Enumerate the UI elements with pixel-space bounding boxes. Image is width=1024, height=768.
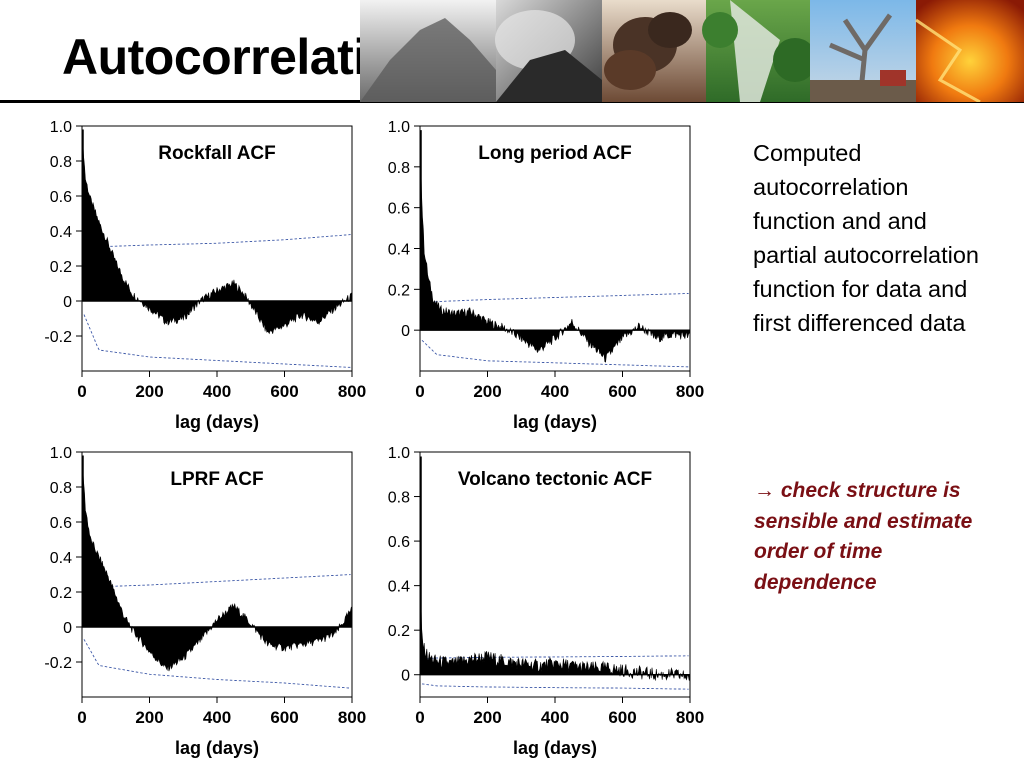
chart-title: Rockfall ACF bbox=[158, 143, 276, 164]
y-tick-label: 0.6 bbox=[388, 534, 410, 551]
y-tick-label: 0.8 bbox=[388, 160, 410, 177]
x-tick-label: 0 bbox=[415, 708, 424, 727]
y-tick-label: -0.2 bbox=[44, 655, 72, 672]
x-tick-label: 600 bbox=[270, 382, 298, 401]
dead-tree-photo bbox=[810, 0, 916, 102]
forest-ash-photo bbox=[702, 0, 817, 102]
chart-title: Volcano tectonic ACF bbox=[458, 469, 652, 490]
x-tick-label: 0 bbox=[77, 382, 86, 401]
confidence-lower-line bbox=[83, 314, 351, 368]
y-tick-label: 0 bbox=[63, 294, 72, 311]
y-tick-label: 0.8 bbox=[388, 490, 410, 507]
x-tick-label: 200 bbox=[135, 382, 163, 401]
x-tick-label: 800 bbox=[338, 382, 366, 401]
confidence-lower-line bbox=[421, 339, 689, 368]
confidence-lower-line bbox=[421, 683, 689, 690]
y-tick-label: 0.8 bbox=[50, 154, 72, 171]
y-tick-label: 0.4 bbox=[388, 242, 410, 259]
lprf-acf-chart: LPRF ACF 1.0 0.8 0.6 0.4 0.2 0 -0.2 0 200 400 600 80… bbox=[44, 445, 366, 758]
lava-photo bbox=[915, 0, 1024, 102]
y-tick-label: 1.0 bbox=[50, 445, 72, 462]
x-tick-label: 0 bbox=[415, 382, 424, 401]
y-tick-label: 0.4 bbox=[388, 579, 410, 596]
volcano-silhouette-photo bbox=[360, 0, 496, 102]
y-tick-label: 0.4 bbox=[50, 550, 72, 567]
chart-title: LPRF ACF bbox=[170, 469, 263, 490]
x-tick-label: 200 bbox=[135, 708, 163, 727]
plot-frame bbox=[81, 125, 353, 372]
y-tick-label: 0.2 bbox=[388, 623, 410, 640]
confidence-upper-line bbox=[421, 655, 689, 660]
y-tick-label: 0.4 bbox=[50, 224, 72, 241]
y-tick-label: -0.2 bbox=[44, 329, 72, 346]
y-tick-label: 0.6 bbox=[50, 515, 72, 532]
acf-series bbox=[419, 456, 691, 681]
arrow-icon: → bbox=[754, 479, 775, 502]
x-tick-label: 800 bbox=[676, 382, 704, 401]
x-tick-label: 600 bbox=[608, 382, 636, 401]
y-tick-label: 1.0 bbox=[50, 119, 72, 136]
y-tick-label: 0.8 bbox=[50, 480, 72, 497]
y-tick-label: 1.0 bbox=[388, 445, 410, 462]
confidence-upper-line bbox=[83, 574, 351, 589]
chart-title: Long period ACF bbox=[478, 143, 631, 164]
y-tick-label: 0 bbox=[63, 620, 72, 637]
rockfall-acf-chart: Rockfall ACF 1.0 0.8 0.6 0.4 0.2 0 -0.2 0 200 400 6… bbox=[44, 119, 366, 432]
description-text: Computed autocorrelation function and an… bbox=[753, 140, 979, 336]
long-period-acf-chart: Long period ACF 1.0 0.8 0.6 0.4 0.2 0 0 200 400 60… bbox=[388, 119, 704, 432]
plot-frame bbox=[81, 451, 353, 698]
plot-frame bbox=[419, 451, 691, 698]
x-tick-label: 400 bbox=[203, 382, 231, 401]
y-tick-label: 0.6 bbox=[50, 189, 72, 206]
ash-plume-photo bbox=[495, 0, 602, 102]
x-tick-label: 400 bbox=[541, 382, 569, 401]
acf-series bbox=[81, 455, 353, 672]
x-axis-label: lag (days) bbox=[513, 738, 597, 758]
y-tick-label: 0.6 bbox=[388, 201, 410, 218]
y-tick-label: 0.2 bbox=[50, 585, 72, 602]
x-tick-label: 0 bbox=[77, 708, 86, 727]
confidence-lower-line bbox=[83, 639, 351, 689]
x-tick-label: 400 bbox=[203, 708, 231, 727]
x-tick-label: 200 bbox=[473, 708, 501, 727]
acf-series bbox=[419, 130, 691, 363]
x-axis-label: lag (days) bbox=[175, 412, 259, 432]
x-tick-label: 600 bbox=[270, 708, 298, 727]
x-axis-label: lag (days) bbox=[513, 412, 597, 432]
x-tick-label: 800 bbox=[676, 708, 704, 727]
y-tick-label: 0.2 bbox=[50, 259, 72, 276]
x-tick-label: 800 bbox=[338, 708, 366, 727]
confidence-upper-line bbox=[83, 234, 351, 252]
y-tick-label: 0 bbox=[401, 668, 410, 685]
acf-series bbox=[81, 129, 353, 335]
x-tick-label: 600 bbox=[608, 708, 636, 727]
y-tick-label: 0.2 bbox=[388, 282, 410, 299]
note-text: → check structure is sensible and estima… bbox=[754, 476, 1004, 598]
y-tick-label: 0 bbox=[401, 323, 410, 340]
note-label: check structure is sensible and estimate… bbox=[754, 479, 973, 594]
confidence-upper-line bbox=[421, 293, 689, 306]
x-tick-label: 400 bbox=[541, 708, 569, 727]
x-tick-label: 200 bbox=[473, 382, 501, 401]
volcano-tectonic-acf-chart: Volcano tectonic ACF 1.0 0.8 0.6 0.4 0.2 0 0 200… bbox=[388, 445, 704, 758]
y-tick-label: 1.0 bbox=[388, 119, 410, 136]
photo-banner bbox=[360, 0, 1024, 102]
x-axis-label: lag (days) bbox=[175, 738, 259, 758]
eruption-cloud-photo bbox=[602, 0, 706, 102]
